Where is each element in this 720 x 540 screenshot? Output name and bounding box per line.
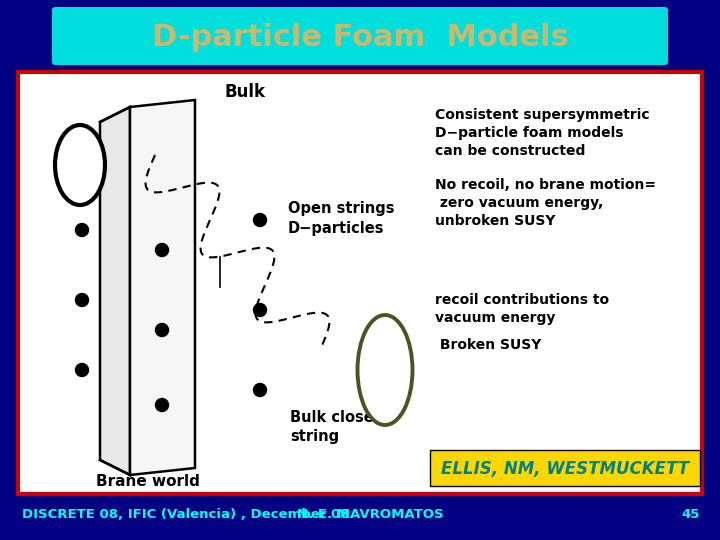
Text: string: string <box>290 429 339 444</box>
Text: Open strings: Open strings <box>288 200 395 215</box>
Text: N. E. MAVROMATOS: N. E. MAVROMATOS <box>297 509 444 522</box>
Text: No recoil, no brane motion=: No recoil, no brane motion= <box>435 178 656 192</box>
Text: Broken SUSY: Broken SUSY <box>435 338 541 352</box>
Text: can be constructed: can be constructed <box>435 144 585 158</box>
Circle shape <box>76 294 89 307</box>
Bar <box>18 72 702 494</box>
Bar <box>430 450 700 486</box>
Circle shape <box>253 383 266 396</box>
Text: D−particle foam models: D−particle foam models <box>435 126 624 140</box>
Circle shape <box>253 213 266 226</box>
Text: unbroken SUSY: unbroken SUSY <box>435 214 556 228</box>
Text: Bulk: Bulk <box>225 83 266 101</box>
Circle shape <box>156 244 168 256</box>
Text: zero vacuum energy,: zero vacuum energy, <box>435 196 603 210</box>
Text: vacuum energy: vacuum energy <box>435 311 555 325</box>
Circle shape <box>76 224 89 237</box>
Circle shape <box>156 399 168 411</box>
Text: recoil contributions to: recoil contributions to <box>435 293 609 307</box>
Text: Brane world: Brane world <box>96 475 200 489</box>
Text: DISCRETE 08, IFIC (Valencia) , December 08: DISCRETE 08, IFIC (Valencia) , December … <box>22 509 349 522</box>
Text: Bulk closed: Bulk closed <box>290 410 384 426</box>
Polygon shape <box>100 107 130 475</box>
Text: ELLIS, NM, WESTMUCKETT: ELLIS, NM, WESTMUCKETT <box>441 460 689 478</box>
Circle shape <box>76 363 89 376</box>
Text: Consistent supersymmetric: Consistent supersymmetric <box>435 108 649 122</box>
Circle shape <box>156 323 168 336</box>
Polygon shape <box>130 100 195 475</box>
Circle shape <box>253 303 266 316</box>
Text: D-particle Foam  Models: D-particle Foam Models <box>152 24 568 52</box>
FancyBboxPatch shape <box>52 7 668 65</box>
Ellipse shape <box>358 315 413 425</box>
Ellipse shape <box>55 125 105 205</box>
Text: D−particles: D−particles <box>288 220 384 235</box>
Text: 45: 45 <box>682 509 700 522</box>
